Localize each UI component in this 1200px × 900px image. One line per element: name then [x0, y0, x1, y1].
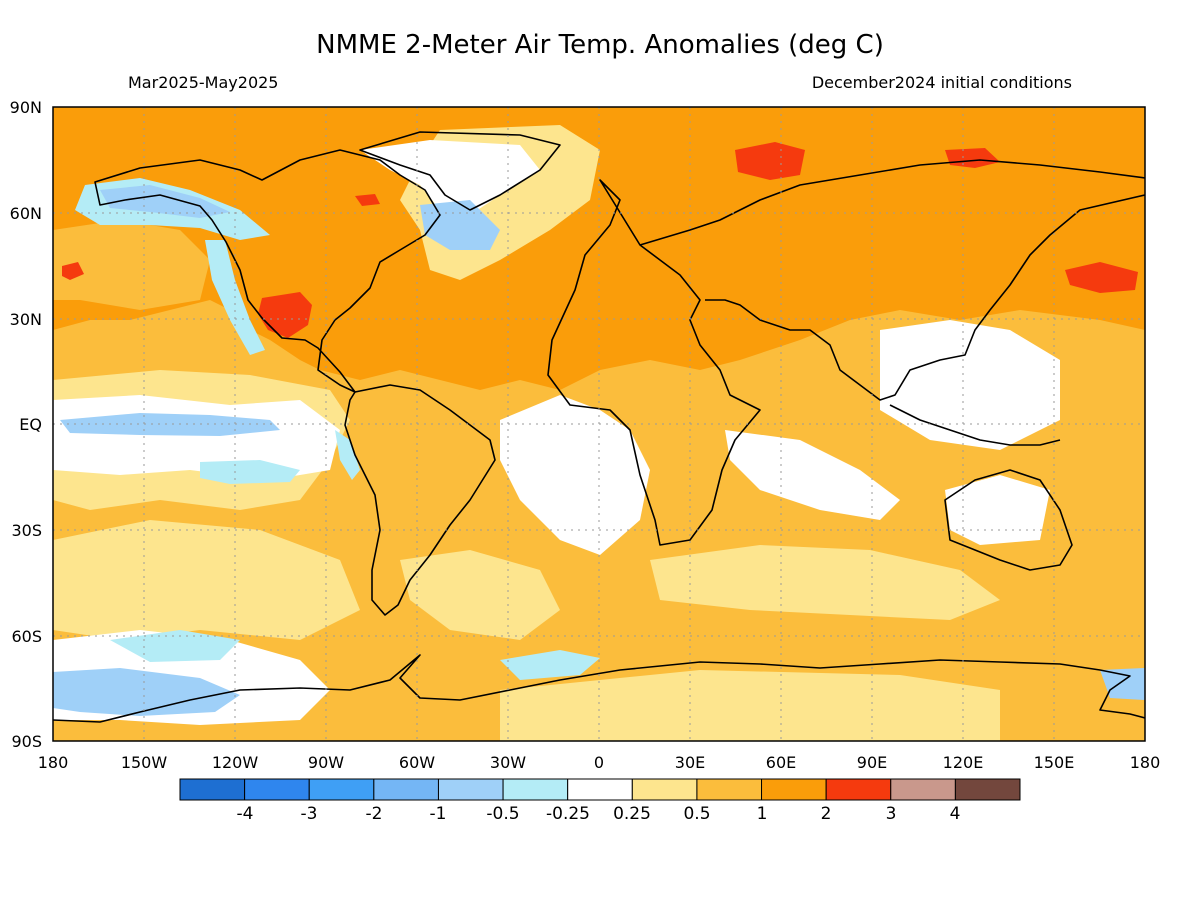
colorbar-swatch — [373, 778, 439, 801]
equatorial-pacific-cool-strip — [60, 413, 280, 436]
lat-tick-label: 30S — [11, 521, 42, 540]
maritime-continent-neutral-region — [880, 320, 1060, 450]
colorbar-label: 0.5 — [683, 804, 710, 824]
south-pacific-cool-patch — [110, 630, 240, 662]
initial-conditions-label: December2024 initial conditions — [812, 73, 1072, 92]
colorbar-swatch — [696, 778, 763, 801]
central-pacific-hot-spot — [62, 262, 84, 280]
colorbar-swatch — [179, 778, 246, 801]
latitude-axis: 90N 60N 30N EQ 30S 60S 90S — [10, 98, 42, 751]
forecast-period-label: Mar2025-May2025 — [128, 73, 278, 92]
colorbar-label: -4 — [237, 804, 254, 824]
colorbar-label: -3 — [301, 804, 318, 824]
lon-tick-label: 60E — [766, 753, 796, 772]
south-america-coastline — [344, 384, 496, 616]
lon-tick-label: 120W — [212, 753, 259, 772]
map-plot-area — [53, 107, 1145, 741]
drake-passage-cool-patch — [500, 650, 600, 680]
ross-sea-cool-patch — [1100, 668, 1145, 700]
greenland-neutral-region — [360, 140, 540, 215]
australia-coastline — [944, 469, 1073, 571]
lat-tick-label: 60N — [10, 204, 42, 223]
colorbar-swatch — [761, 778, 827, 801]
colorbar-swatch — [825, 778, 892, 801]
lat-tick-label: 90S — [11, 732, 42, 751]
tropical-atlantic-neutral-region — [500, 395, 650, 555]
peru-coast-cool-strip — [335, 430, 360, 480]
lon-tick-label: 150W — [121, 753, 168, 772]
colorbar-label: 2 — [821, 804, 832, 824]
colorbar-label: 4 — [950, 804, 961, 824]
coastlines — [53, 131, 1145, 723]
pacific-moderate-region — [53, 220, 210, 310]
lon-tick-label: 30E — [675, 753, 705, 772]
map-title: NMME 2-Meter Air Temp. Anomalies (deg C) — [316, 30, 884, 60]
antarctica-coastline — [53, 654, 1145, 723]
eurasia-coastline — [639, 159, 1145, 401]
tropical-pacific-neutral-region — [53, 395, 340, 480]
northwest-russia-hot-spot — [735, 142, 805, 180]
south-atlantic-pale-region — [400, 550, 560, 640]
hudson-bay-hot-spot — [355, 194, 380, 206]
lon-tick-label: 0 — [594, 753, 604, 772]
lon-tick-label: 180 — [1130, 753, 1161, 772]
northwest-pacific-hot-spot — [1065, 262, 1138, 293]
lon-tick-label: 60W — [399, 753, 435, 772]
east-siberia-hot-spot — [945, 148, 1000, 168]
graticule — [53, 107, 1145, 741]
south-pacific-pale-region — [53, 520, 360, 640]
lon-tick-label: 180 — [38, 753, 69, 772]
colorbar-swatch — [567, 778, 633, 801]
colorbar-label: -0.25 — [546, 804, 590, 824]
alaska-cooler-core — [100, 185, 230, 218]
map-frame — [52, 106, 1146, 742]
colorbar-swatch — [890, 778, 956, 801]
colorbar-swatch — [308, 778, 375, 801]
colorbar-swatch — [502, 778, 569, 801]
lon-tick-label: 120E — [943, 753, 984, 772]
south-indian-pale-region — [650, 545, 1000, 620]
colorbar-label: -0.5 — [486, 804, 519, 824]
colorbar-label: 1 — [757, 804, 768, 824]
colorbar-label: -2 — [366, 804, 383, 824]
north-america-coastline — [94, 149, 441, 393]
colorbar-label: 3 — [886, 804, 897, 824]
maritime-continent-coastline — [889, 404, 1061, 446]
colorbar-swatch — [954, 778, 1021, 801]
south-tropical-pacific-cool-strip — [200, 460, 300, 484]
europe-africa-coastline — [547, 179, 761, 546]
indian-ocean-neutral-region — [725, 430, 900, 520]
antarctic-east-pale-region — [500, 670, 1000, 741]
lon-tick-label: 90E — [857, 753, 887, 772]
lon-tick-label: 90W — [308, 753, 344, 772]
lat-tick-label: 90N — [10, 98, 42, 117]
colorbar-label: -1 — [430, 804, 447, 824]
colorbar-swatch — [437, 778, 504, 801]
lat-tick-label: 30N — [10, 310, 42, 329]
colorbar: -4 -3 -2 -1 -0.5 -0.25 0.25 0.5 1 2 3 4 — [179, 778, 1021, 824]
longitude-axis: 180 150W 120W 90W 60W 30W 0 30E 60E 90E … — [38, 753, 1161, 772]
greenland-coastline — [359, 131, 561, 211]
lat-tick-label: 60S — [11, 627, 42, 646]
australia-neutral-region — [945, 475, 1050, 545]
amundsen-sea-cool-region — [53, 668, 240, 716]
colorbar-labels: -4 -3 -2 -1 -0.5 -0.25 0.25 0.5 1 2 3 4 — [237, 804, 961, 824]
lon-tick-label: 30W — [490, 753, 526, 772]
lat-tick-label: EQ — [19, 415, 42, 434]
lon-tick-label: 150E — [1034, 753, 1075, 772]
colorbar-swatches — [179, 778, 1021, 801]
colorbar-label: 0.25 — [613, 804, 651, 824]
colorbar-swatch — [631, 778, 698, 801]
colorbar-swatch — [244, 778, 310, 801]
